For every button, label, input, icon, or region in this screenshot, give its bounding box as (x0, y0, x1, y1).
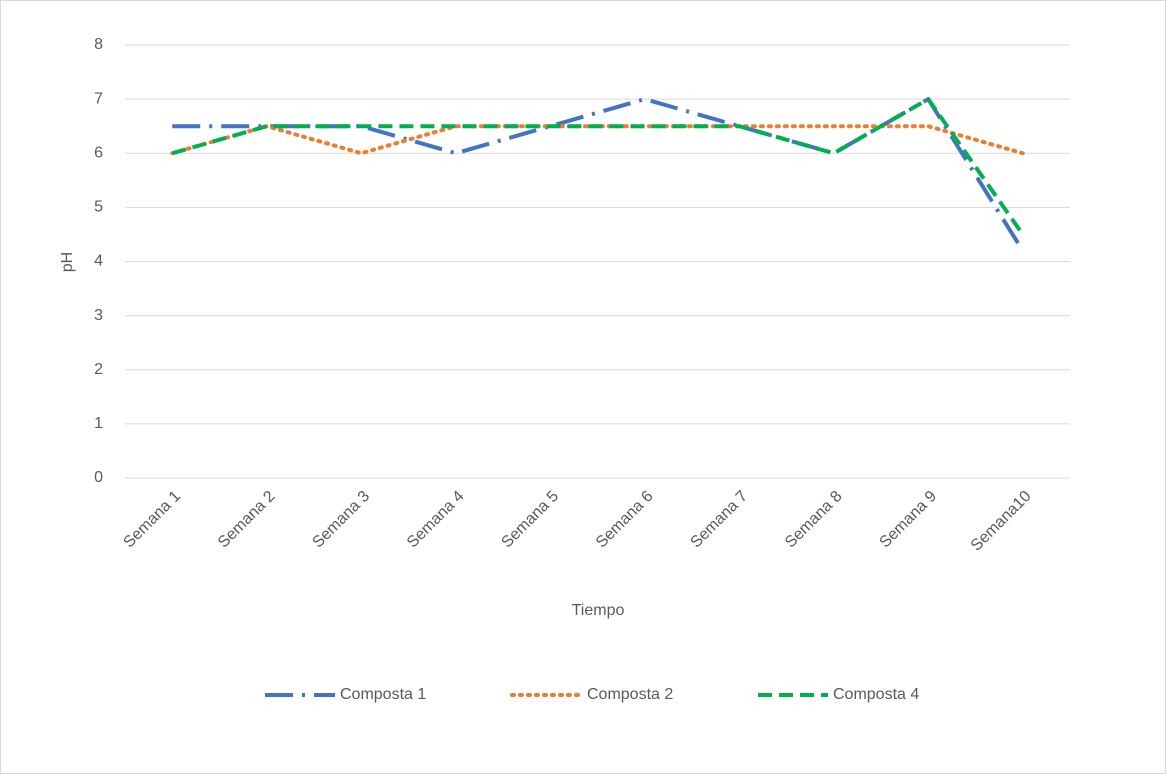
x-axis-title: Tiempo (572, 602, 625, 619)
y-tick-label: 3 (94, 307, 103, 324)
y-tick-label: 4 (94, 253, 103, 270)
legend-label: Composta 4 (833, 686, 919, 703)
y-axis-title: pH (59, 252, 76, 272)
y-tick-label: 0 (94, 469, 103, 486)
y-tick-label: 7 (94, 90, 103, 107)
series-line (171, 97, 1025, 236)
y-tick-label: 2 (94, 361, 103, 378)
y-tick-label: 6 (94, 144, 103, 161)
legend-label: Composta 1 (340, 686, 426, 703)
y-tick-label: 5 (94, 199, 103, 216)
y-tick-label: 1 (94, 415, 103, 432)
y-tick-label: 8 (94, 36, 103, 53)
legend-label: Composta 2 (587, 686, 673, 703)
